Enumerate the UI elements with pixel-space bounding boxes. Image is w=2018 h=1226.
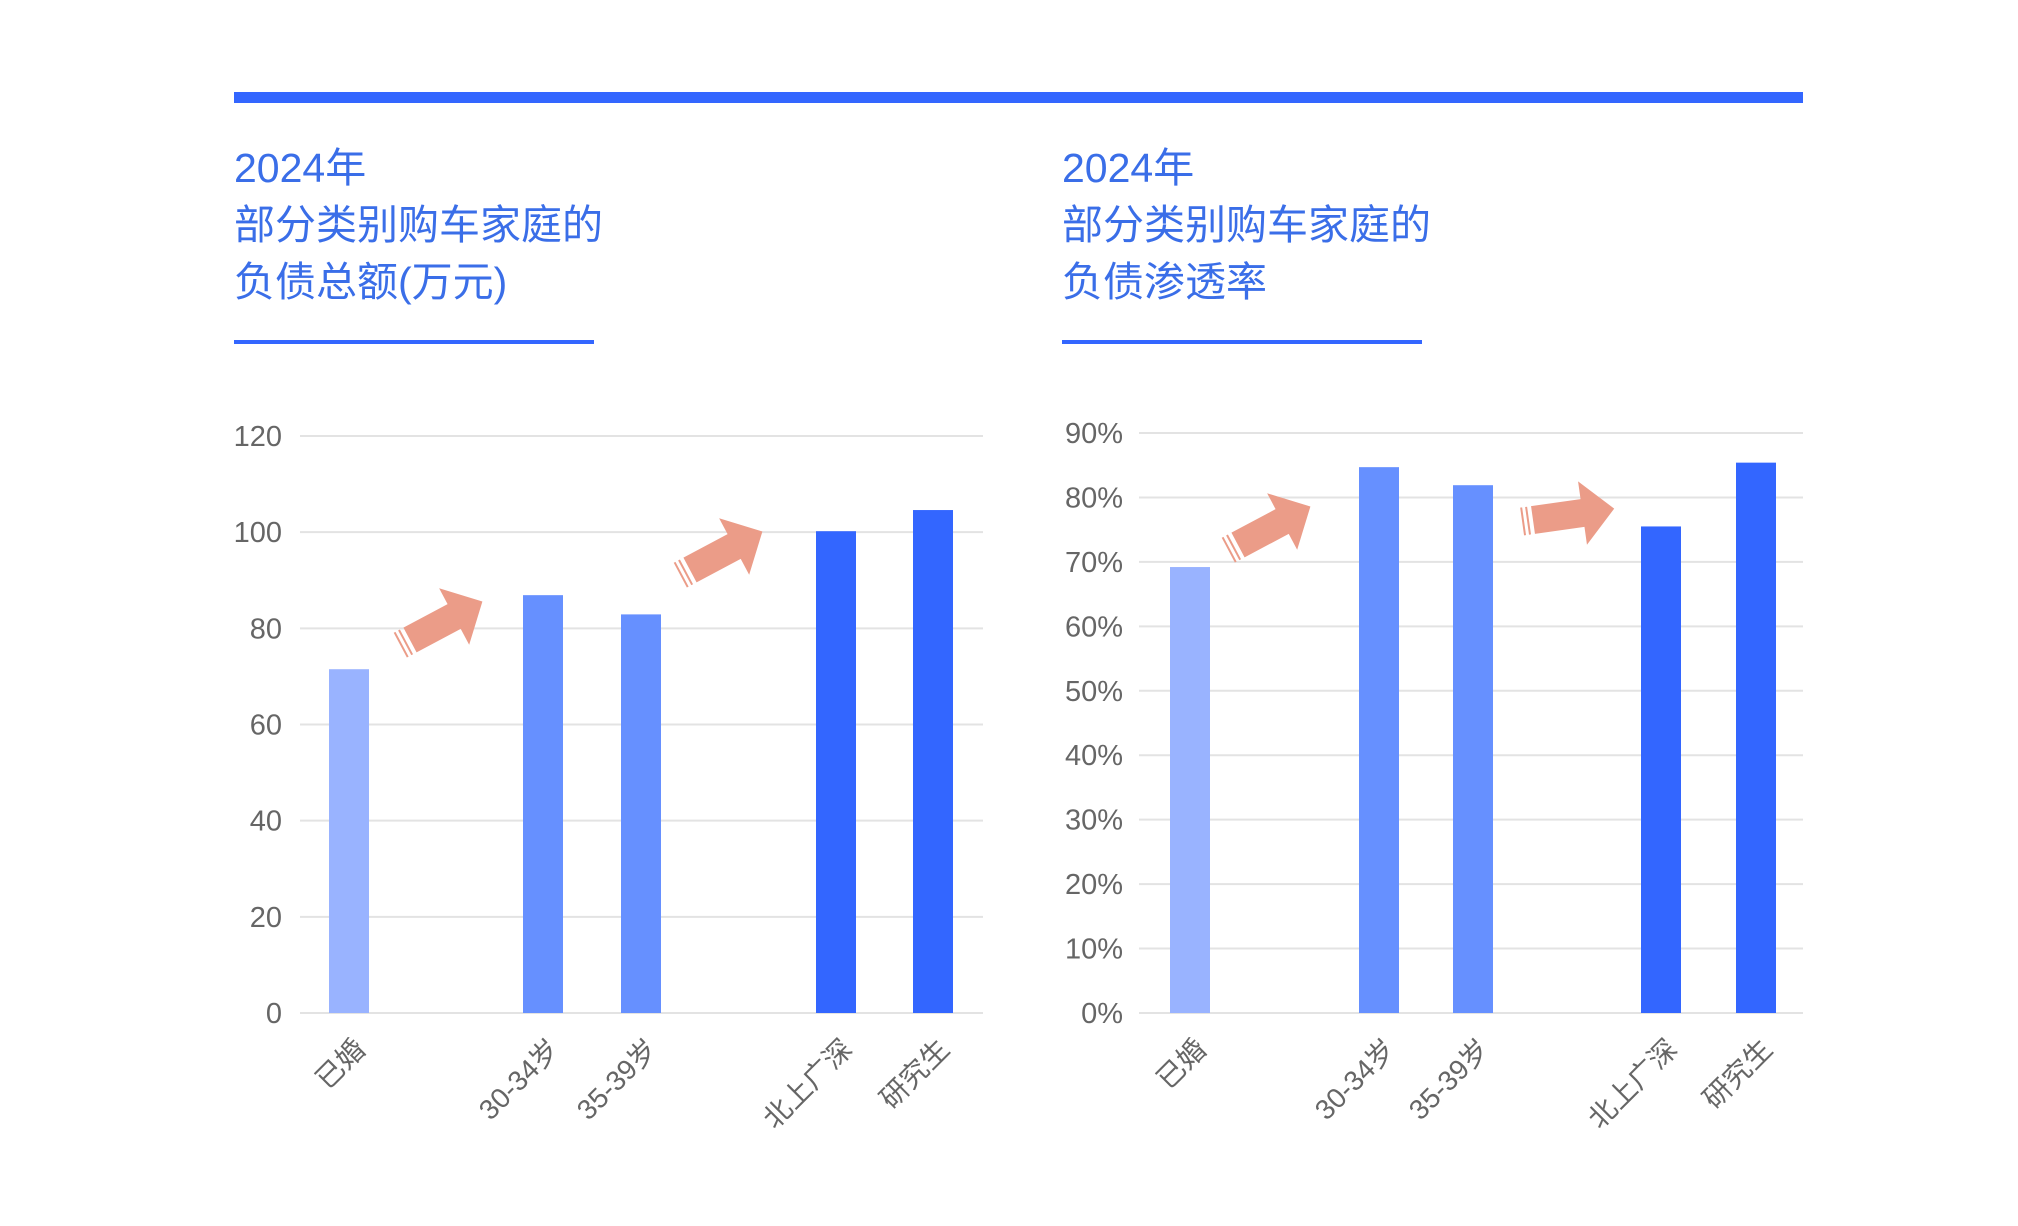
y-tick-label: 80% [1065, 482, 1123, 514]
y-tick-label: 50% [1065, 676, 1123, 708]
y-tick-label: 30% [1065, 805, 1123, 837]
title-line: 部分类别购车家庭的 [234, 202, 603, 248]
title-line: 负债总额(万元) [234, 259, 508, 305]
x-tick-label: 研究生 [874, 1033, 955, 1114]
y-tick-label: 70% [1065, 547, 1123, 579]
title-line: 2024年 [1062, 145, 1195, 191]
arrow-icon [1520, 481, 1615, 545]
x-tick-label: 30-34岁 [473, 1033, 565, 1125]
bar [1359, 467, 1399, 1014]
x-tick-label: 北上广深 [1582, 1033, 1683, 1134]
y-tick-label: 60 [250, 710, 282, 742]
bar [1170, 567, 1210, 1013]
y-tick-label: 80 [250, 613, 282, 645]
y-tick-label: 120 [234, 421, 282, 453]
x-tick-label: 研究生 [1697, 1033, 1778, 1114]
y-tick-label: 100 [234, 517, 282, 549]
right-title-underline [1062, 340, 1422, 344]
y-tick-label: 0% [1081, 998, 1123, 1030]
x-tick-label: 35-39岁 [1403, 1033, 1495, 1125]
top-accent-bar [234, 92, 1803, 103]
right-chart-title: 2024年 部分类别购车家庭的 负债渗透率 [1062, 140, 1431, 311]
left-chart-title: 2024年 部分类别购车家庭的 负债总额(万元) [234, 140, 603, 311]
y-tick-label: 20 [250, 902, 282, 934]
x-tick-label: 35-39岁 [571, 1033, 663, 1125]
left-title-underline [234, 340, 594, 344]
bar [1641, 526, 1681, 1013]
chart-0: 0 20 40 60 80 100 120 已婚 30-34岁 35-39岁 北上广深 研究生 [234, 421, 983, 1134]
arrow-icon [1221, 493, 1311, 563]
bar [523, 595, 563, 1013]
bar [621, 614, 661, 1013]
y-tick-label: 0 [266, 998, 282, 1030]
title-line: 部分类别购车家庭的 [1062, 202, 1431, 248]
y-tick-label: 90% [1065, 418, 1123, 450]
x-tick-label: 已婚 [310, 1033, 372, 1095]
bar [816, 531, 856, 1013]
bar [913, 510, 953, 1013]
arrow-icon [393, 588, 483, 658]
title-line: 2024年 [234, 145, 367, 191]
chart-1: 0% 10% 20% 30% 40% 50% 60% 70% 80% 90% 已婚 30-34岁 35-… [1065, 418, 1803, 1134]
y-tick-label: 10% [1065, 934, 1123, 966]
bar [1736, 462, 1776, 1014]
arrow-icon [673, 518, 763, 588]
y-tick-label: 40 [250, 806, 282, 838]
bar [1453, 485, 1493, 1013]
x-tick-label: 30-34岁 [1309, 1033, 1401, 1125]
y-tick-label: 60% [1065, 611, 1123, 643]
y-tick-label: 20% [1065, 869, 1123, 901]
title-line: 负债渗透率 [1062, 259, 1267, 305]
x-tick-label: 北上广深 [757, 1033, 858, 1134]
bar [329, 669, 369, 1013]
x-tick-label: 已婚 [1151, 1033, 1213, 1095]
y-tick-label: 40% [1065, 740, 1123, 772]
